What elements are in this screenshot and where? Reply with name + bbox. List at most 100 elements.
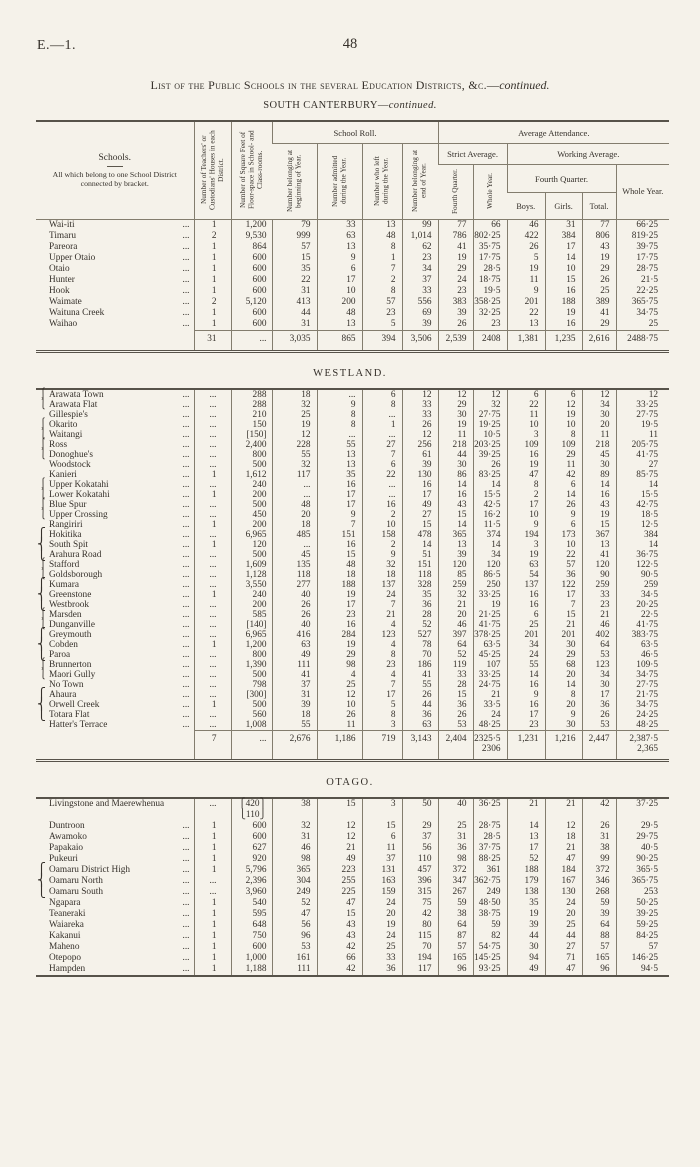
value-cell: ... — [193, 720, 231, 731]
school-cell: ⎧ Ahaura... — [36, 688, 194, 700]
value-cell: 249 — [472, 887, 507, 898]
value-cell: 25 — [506, 620, 545, 630]
value-cell: 627 — [230, 843, 272, 854]
value-cell: 31 — [271, 832, 317, 843]
value-cell: ... — [193, 630, 231, 640]
table-row: ⎰ Stafford...... 1,609 135 48 32 151 120 120 63 57… — [36, 558, 669, 570]
school-cell: No Town... — [36, 680, 194, 690]
value-cell: 8 — [361, 400, 402, 410]
bracket-glyph: ⎰ — [37, 607, 50, 621]
value-cell: 1 — [193, 540, 231, 550]
value-cell: ... — [193, 570, 231, 580]
section-heading-text: SOUTH CANTERBURY— — [263, 100, 389, 111]
dot-leader: ... — [182, 680, 190, 690]
value-cell: ... — [271, 540, 317, 550]
school-name: Rangiriri — [49, 520, 83, 530]
table-row: ⎱ Arawata Flat...... 288 32 9 8 33 29 32 22 12 34 33… — [36, 398, 669, 410]
table-row: ⎰ Okarito...... 150 19 8 1 26 19 19·25 10 10 20 19·5 — [36, 418, 669, 430]
value-cell: 36 — [401, 600, 438, 610]
value-cell: 12 — [401, 430, 438, 440]
school-cell: ⎱ Goldsborough... — [36, 568, 194, 580]
table-row: Hampden... 1 1,188 111 42 36 117 96 93·25 49 47 96 9… — [36, 964, 669, 976]
value-cell: 20 — [581, 420, 616, 430]
table-row: Otepopo... 1 1,000 161 66 33 194 165 145·25 94 71 1… — [36, 953, 669, 964]
value-cell: 1 — [193, 931, 231, 942]
value-cell: 228 — [271, 440, 317, 450]
value-cell: 82 — [472, 931, 507, 942]
dot-leader: ... — [182, 560, 190, 570]
value-cell: 55 — [271, 720, 317, 731]
value-cell: 1 — [193, 242, 231, 253]
table-row: ⎨ Oamaru North...... 2,396 304 255 163 396 347 3… — [36, 874, 669, 887]
value-cell: 123 — [361, 630, 402, 640]
value-cell: ... — [193, 550, 231, 560]
value-cell: 37 — [401, 275, 439, 286]
value-cell: 111 — [271, 660, 317, 670]
page-number: 48 — [342, 36, 358, 52]
value-cell: 15 — [271, 253, 317, 264]
school-name: Kanieri — [49, 470, 77, 480]
school-name: Waitangi — [49, 430, 83, 440]
dot-leader: ... — [182, 242, 190, 252]
school-cell: Gillespie's... — [36, 410, 194, 420]
school-cell: ⎰ Blue Spur... — [36, 498, 194, 510]
value-cell: 33·25 — [472, 590, 507, 600]
dot-leader: ... — [182, 600, 190, 610]
schools-header-subtitle: All which belong to one School District … — [52, 170, 177, 188]
school-cell: ⎱ Dunganville... — [36, 618, 194, 630]
value-cell: ... — [193, 610, 231, 620]
value-cell: 44 — [401, 700, 438, 710]
table-row: Otaio... 1 600 35 6 7 34 29 28·5 19 10 29 28·75 — [36, 264, 670, 275]
value-cell: 2,396 — [230, 876, 272, 887]
dot-leader: ... — [182, 590, 190, 600]
school-name: Upper Kokatahi — [49, 480, 109, 490]
school-cell — [36, 731, 194, 761]
value-cell: 21·25 — [472, 610, 507, 620]
value-cell: 240 — [230, 480, 272, 490]
value-cell: ... — [316, 430, 362, 440]
value-cell: 8 — [316, 420, 362, 430]
value-cell: 96 — [271, 931, 317, 942]
value-cell: 30 — [437, 410, 473, 420]
value-cell: 6,965 — [230, 630, 272, 640]
dot-leader: ... — [182, 220, 190, 230]
value-cell: 31 — [544, 219, 583, 231]
value-cell: ... — [193, 500, 231, 510]
bracket-glyph: ⎧ — [37, 527, 46, 541]
value-cell: ... — [361, 480, 402, 490]
value-cell: 1 — [361, 253, 402, 264]
value-cell: 527 — [401, 630, 438, 640]
value-cell: 23 — [581, 600, 616, 610]
value-cell: 57 — [361, 297, 402, 308]
value-cell: 999 — [271, 231, 317, 242]
value-cell: 29·5 — [615, 821, 669, 832]
value-cell: 203·25 — [472, 440, 507, 450]
value-cell: 23 — [437, 286, 474, 297]
westland-rows: ⎰ Arawata Town...... 288 18... 6 12 12 12 6 6 12 12… — [36, 388, 669, 761]
value-cell: 457 — [401, 865, 438, 876]
value-cell: 21 — [544, 798, 582, 821]
value-cell: 70 — [401, 650, 438, 660]
value-cell: 41·75 — [615, 620, 669, 630]
value-cell: 15 — [437, 690, 473, 700]
page-title-text: List of the Public Schools in the severa… — [150, 78, 500, 92]
value-cell: 186 — [401, 660, 438, 670]
value-cell: 188 — [506, 865, 545, 876]
value-cell: 1 — [193, 490, 231, 500]
school-name: Oamaru North — [49, 876, 103, 886]
value-cell: 13 — [361, 219, 402, 231]
value-cell: 500 — [230, 700, 272, 710]
value-cell: 39 — [437, 550, 473, 560]
value-cell: 36 — [401, 710, 438, 720]
value-cell: 2 — [361, 510, 402, 520]
value-cell: 31 — [581, 832, 616, 843]
value-cell: ... — [193, 400, 231, 410]
value-cell: ... — [193, 510, 231, 520]
dot-leader: ... — [182, 430, 190, 440]
value-cell: 29 — [401, 821, 438, 832]
bracket-glyph: ⎨ — [37, 587, 46, 601]
value-cell: 16 — [401, 480, 438, 490]
value-cell: 24 — [472, 710, 507, 720]
value-cell: 78 — [401, 640, 438, 650]
value-cell: 84·25 — [615, 931, 669, 942]
